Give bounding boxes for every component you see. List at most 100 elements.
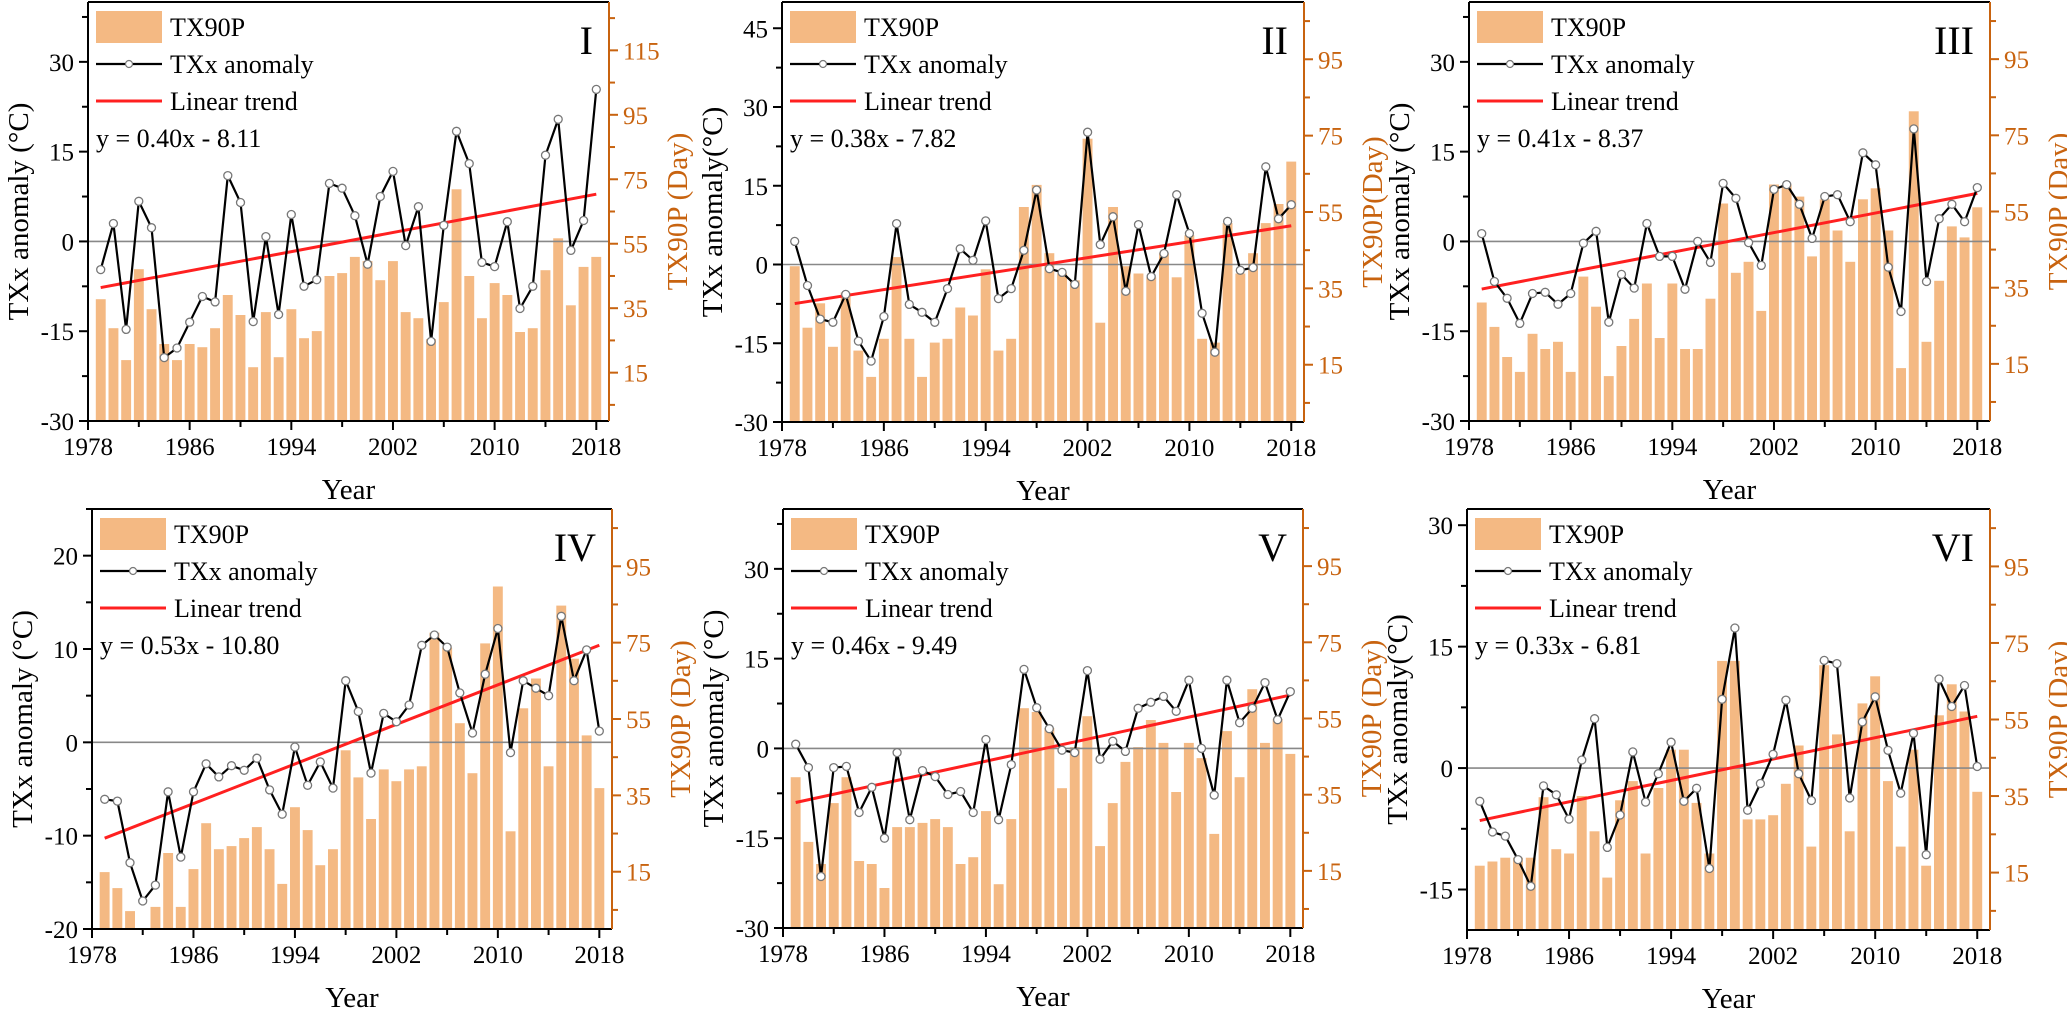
txx-point-2005 [429,630,440,640]
tx90p-bar-1979 [1476,302,1487,421]
txx-point-2012 [1896,788,1906,798]
tx90p-bar-1981 [1500,857,1511,930]
txx-point-1992 [1640,797,1651,807]
txx-point-1998 [337,183,347,193]
y-left-title: TXx anomaly(°C) [697,107,729,318]
txx-point-2010 [493,623,503,634]
y-left-tick-label: 0 [66,730,79,757]
txx-point-1997 [324,178,335,189]
txx-point-2001 [1070,747,1080,758]
txx-point-1984 [853,336,864,346]
tx90p-bar-2016 [1260,742,1270,928]
tx90p-bar-1994 [1667,283,1678,421]
tx90p-bar-2011 [1196,758,1207,928]
tx90p-bar-1994 [286,309,297,421]
tx90p-bar-1996 [1692,349,1703,421]
x-axis-title: Year [325,982,379,1014]
tx90p-bar-2005 [1807,256,1817,421]
txx-point-1984 [1538,781,1549,791]
txx-point-1979 [1475,796,1485,806]
legend-swatch-marker [124,59,134,69]
tx90p-bar-1984 [1538,797,1549,930]
txx-point-1997 [1705,257,1716,268]
y-right-tick-label: 75 [2004,631,2029,658]
txx-point-1980 [802,280,813,291]
txx-point-2003 [1095,754,1105,764]
tx90p-bar-1985 [175,906,186,929]
tx90p-bar-2015 [1934,715,1944,930]
x-axis-title: Year [1016,981,1070,1013]
txx-markers [790,127,1296,366]
legend-swatch-bars [1477,11,1543,43]
txx-point-2001 [1070,279,1080,290]
txx-point-1990 [1616,269,1627,280]
x-tick-label: 2018 [1266,435,1316,462]
txx-point-1981 [815,314,825,324]
tx90p-bar-1987 [201,823,212,929]
tx90p-bar-1999 [1044,728,1055,928]
txx-point-2013 [1909,124,1919,134]
txx-point-2000 [1057,267,1067,278]
legend-label-trend: Linear trend [1551,87,1679,116]
tx90p-bar-2007 [1832,734,1842,930]
txx-point-2018 [1972,182,1982,193]
tx90p-bar-1996 [1691,802,1702,930]
y-left-tick-label: 15 [1428,635,1453,662]
x-tick-label: 2002 [1749,434,1799,461]
txx-point-1985 [1553,299,1563,309]
txx-point-1998 [341,676,351,686]
txx-point-1991 [248,316,258,327]
tx90p-bar-2002 [388,261,398,421]
x-tick-label: 2010 [1850,943,1900,970]
tx90p-bar-1981 [1502,357,1513,421]
txx-point-2008 [1845,217,1855,227]
txx-point-1990 [930,771,940,782]
txx-point-1986 [185,317,195,327]
txx-anomaly-line [1480,128,1979,327]
tx90p-bar-2018 [1972,207,1983,421]
txx-point-2012 [515,303,525,314]
txx-point-1985 [1551,790,1561,800]
txx-point-2001 [379,708,389,719]
txx-point-2013 [1908,728,1919,738]
tx90p-bar-2005 [1120,761,1131,928]
tx90p-bar-2000 [1742,819,1753,930]
tx90p-bar-1989 [226,846,237,929]
tx90p-bar-1999 [353,777,364,929]
txx-point-2012 [1896,306,1906,317]
x-tick-label: 1986 [859,435,909,462]
x-axis-title: Year [1703,474,1757,506]
tx90p-bar-1990 [1616,346,1627,421]
tx90p-bar-2013 [1222,731,1232,928]
tx90p-bar-2015 [556,605,567,929]
tx90p-bar-2001 [1069,747,1080,928]
y-right-tick-label: 35 [2004,276,2029,303]
y-left-tick-label: -30 [735,410,768,437]
legend-swatch-bars [96,11,162,43]
panel-VI: 1978 1986 1994 2002 2010 2018 -15 0 15 30 15 35 55 75… [1382,508,2067,1015]
tx90p-bar-2012 [518,708,529,929]
tx90p-bar-2009 [1171,277,1182,422]
tx90p-bar-2008 [1845,261,1856,421]
txx-point-1981 [1500,831,1510,841]
tx90p-bar-1994 [1666,749,1676,930]
txx-point-1990 [235,197,246,208]
x-tick-label: 1986 [1546,434,1596,461]
txx-point-2016 [1260,677,1270,688]
tx90p-bar-2014 [543,766,554,929]
y-right-tick-label: 75 [623,167,648,194]
x-tick-label: 2010 [470,434,520,461]
x-tick-label: 2018 [1952,434,2002,461]
txx-point-2007 [1146,271,1156,282]
tx90p-bar-2011 [1883,781,1893,930]
txx-point-1980 [108,218,119,229]
txx-point-2013 [1222,216,1233,227]
legend-swatch-bars [100,518,166,550]
tx90p-bar-2006 [1819,199,1830,421]
txx-anomaly-line [104,616,601,904]
tx90p-bar-2008 [464,276,475,421]
txx-anomaly-line [1478,627,1979,891]
x-tick-label: 1986 [1544,943,1594,970]
txx-point-2018 [1286,200,1296,210]
x-axis-title: Year [1702,983,1756,1015]
